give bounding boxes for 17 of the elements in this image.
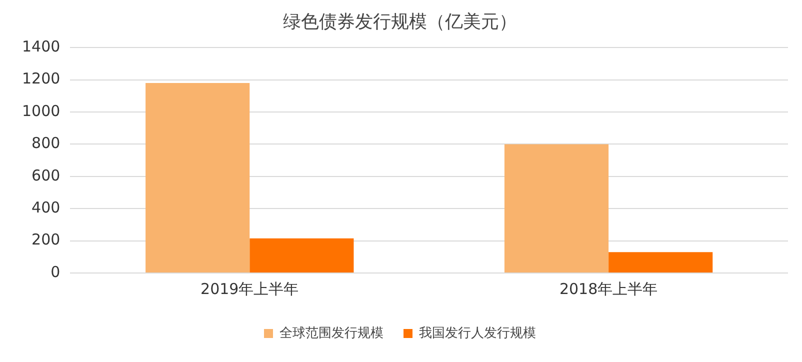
y-tick-label: 1400 [22, 37, 60, 56]
bar [504, 144, 609, 272]
chart-title: 绿色债券发行规模（亿美元） [283, 11, 517, 32]
y-tick-label: 0 [50, 262, 60, 281]
y-tick-label: 600 [32, 166, 60, 184]
bar [608, 252, 713, 272]
y-tick-label: 400 [32, 198, 60, 216]
bar [250, 238, 354, 272]
bar [146, 83, 250, 272]
x-tick-label: 2019年上半年 [200, 280, 299, 298]
y-tick-label: 200 [32, 230, 60, 249]
legend-label: 我国发行人发行规模 [419, 326, 536, 341]
y-tick-label: 1000 [22, 102, 60, 120]
legend-label: 全球范围发行规模 [280, 326, 384, 341]
x-tick-label: 2018年上半年 [559, 280, 658, 298]
y-tick-label: 800 [32, 134, 60, 152]
y-tick-label: 1200 [22, 70, 60, 88]
